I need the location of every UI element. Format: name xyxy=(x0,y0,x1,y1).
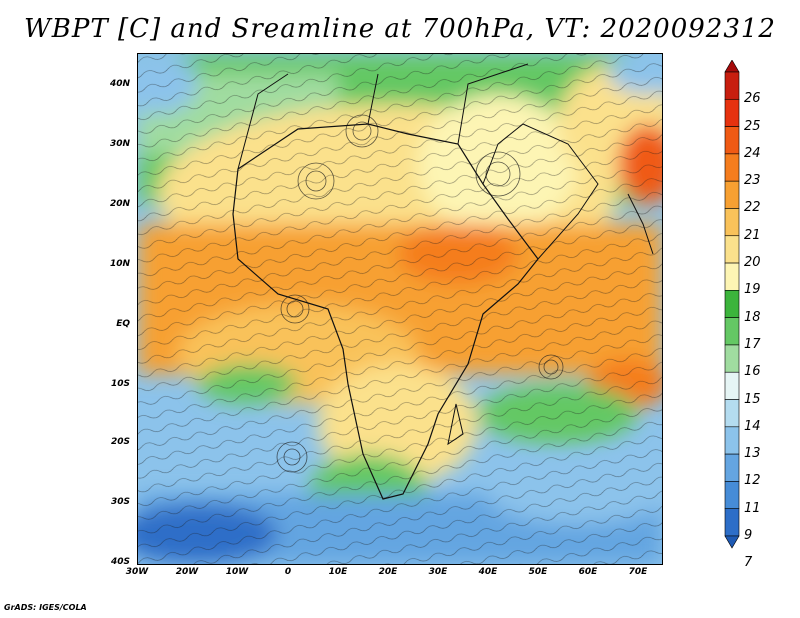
colorbar-box xyxy=(724,71,740,100)
madagascar-coastline xyxy=(447,403,464,446)
colorbar-tick-label: 11 xyxy=(744,500,761,516)
lat-label: EQ xyxy=(116,319,130,329)
lat-label: 40S xyxy=(110,557,130,567)
colorbar-box xyxy=(724,426,740,455)
lon-label: 20E xyxy=(378,567,398,577)
lon-label: 60E xyxy=(578,567,598,577)
lon-label: 10W xyxy=(225,567,249,577)
wbpt-streamline-map xyxy=(137,53,663,565)
india-coastline xyxy=(627,193,654,255)
colorbar-box xyxy=(724,262,740,291)
vortices xyxy=(276,114,564,473)
colorbar-box xyxy=(724,371,740,400)
colorbar-box xyxy=(724,290,740,318)
colorbar-tick-label: 7 xyxy=(744,555,753,571)
colorbar-box xyxy=(724,180,740,209)
grads-credit: GrADS: IGES/COLA xyxy=(4,603,87,612)
colorbar-tick-label: 24 xyxy=(744,145,761,161)
lat-label: 40N xyxy=(109,79,130,89)
lon-label: 10E xyxy=(328,567,348,577)
colorbar-top-triangle xyxy=(724,60,740,73)
lat-label: 20S xyxy=(110,437,130,447)
lon-label: 40E xyxy=(478,567,498,577)
colorbar-tick-label: 13 xyxy=(744,446,761,462)
colorbar-bottom-triangle xyxy=(724,535,740,549)
lat-label: 10N xyxy=(109,259,130,269)
colorbar-tick-label: 19 xyxy=(744,282,761,298)
colorbar-box xyxy=(724,153,740,182)
lon-label: 50E xyxy=(528,567,548,577)
lat-label: 20N xyxy=(109,199,130,209)
colorbar-tick-label: 22 xyxy=(744,200,761,216)
lat-label: 30N xyxy=(109,139,130,149)
lon-label: 30E xyxy=(428,567,448,577)
colorbar-tick-label: 23 xyxy=(744,173,761,189)
colorbar-box xyxy=(724,481,740,510)
colorbar-box xyxy=(724,399,740,428)
colorbar-box xyxy=(724,208,740,237)
colorbar-tick-label: 18 xyxy=(744,309,761,325)
lon-label: 70E xyxy=(628,567,648,577)
colorbar-box xyxy=(724,453,740,482)
map-title: WBPT [C] and Sreamline at 700hPa, VT: 20… xyxy=(24,14,776,44)
streamlines xyxy=(138,54,662,564)
lat-label: 10S xyxy=(110,379,130,389)
colorbar-tick-label: 26 xyxy=(744,91,761,107)
colorbar-tick-label: 20 xyxy=(744,255,761,271)
colorbar-box xyxy=(724,317,740,346)
colorbar-box xyxy=(724,344,740,373)
colorbar-tick-label: 14 xyxy=(744,418,761,434)
colorbar-box xyxy=(724,235,740,264)
colorbar-tick-label: 17 xyxy=(744,336,761,352)
africa-coastline xyxy=(232,123,539,500)
lon-label: 20W xyxy=(175,567,199,577)
lon-label: 0 xyxy=(284,567,292,577)
lon-label: 30W xyxy=(125,567,149,577)
colorbar-box xyxy=(724,508,740,537)
colorbar xyxy=(724,60,740,549)
lat-label: 30S xyxy=(110,497,130,507)
colorbar-tick-label: 25 xyxy=(744,118,761,134)
colorbar-tick-label: 12 xyxy=(744,473,761,489)
arabia-coastline xyxy=(482,123,599,260)
map-canvas xyxy=(138,54,662,564)
colorbar-tick-label: 16 xyxy=(744,364,761,380)
colorbar-tick-label: 21 xyxy=(744,227,761,243)
europe-coastline xyxy=(237,63,529,170)
colorbar-box xyxy=(724,98,740,127)
colorbar-tick-label: 9 xyxy=(744,528,753,543)
colorbar-tick-label: 15 xyxy=(744,391,761,407)
colorbar-box xyxy=(724,126,740,155)
